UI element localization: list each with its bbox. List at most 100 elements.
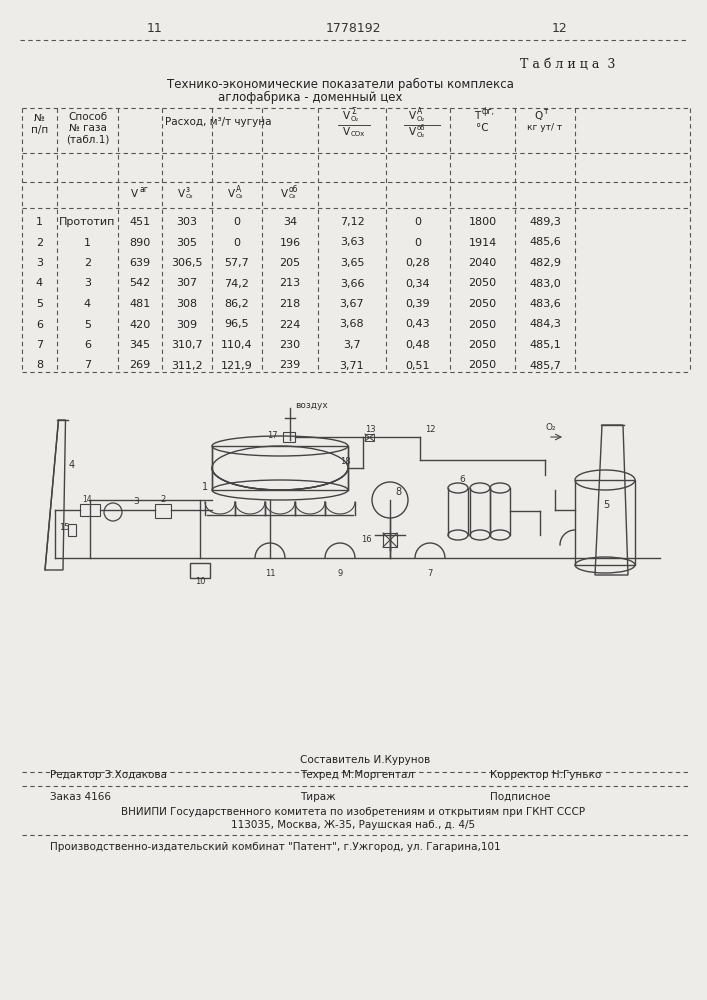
Text: 213: 213 [279, 278, 300, 288]
Text: № газа: № газа [69, 123, 107, 133]
Text: Подписное: Подписное [490, 792, 550, 802]
Text: 230: 230 [279, 340, 300, 350]
Text: 483,0: 483,0 [529, 278, 561, 288]
Text: 0,28: 0,28 [406, 258, 431, 268]
Text: 196: 196 [279, 237, 300, 247]
Text: T: T [474, 111, 481, 121]
Text: 7,12: 7,12 [339, 217, 364, 227]
Text: А: А [236, 184, 241, 194]
Bar [212, 446, 348, 490]
Text: 1800: 1800 [469, 217, 496, 227]
Text: 0: 0 [414, 237, 421, 247]
Text: 0: 0 [233, 217, 240, 227]
Text: 2: 2 [36, 237, 43, 247]
Text: ВНИИПИ Государственного комитета по изобретениям и открытиям при ГКНТ СССР: ВНИИПИ Государственного комитета по изоб… [121, 807, 585, 817]
Text: O₂: O₂ [351, 116, 359, 122]
Text: 482,9: 482,9 [529, 258, 561, 268]
Text: 6: 6 [84, 340, 91, 350]
Text: воздух: воздух [295, 400, 328, 410]
Text: Q: Q [534, 111, 543, 121]
Text: 8: 8 [395, 487, 401, 497]
Text: 3: 3 [36, 258, 43, 268]
Text: V: V [281, 189, 288, 199]
Text: фг,: фг, [481, 107, 494, 116]
Text: 110,4: 110,4 [221, 340, 253, 350]
Text: (табл.1): (табл.1) [66, 135, 109, 145]
Text: 1: 1 [84, 237, 91, 247]
Text: 224: 224 [279, 320, 300, 330]
Text: 6: 6 [459, 476, 465, 485]
Text: Составитель И.Курунов: Составитель И.Курунов [300, 755, 431, 765]
Text: 485,1: 485,1 [529, 340, 561, 350]
Text: 542: 542 [129, 278, 151, 288]
Text: O₂: O₂ [417, 132, 425, 138]
Text: 2040: 2040 [468, 258, 496, 268]
Text: 1: 1 [202, 482, 208, 492]
Text: 451: 451 [129, 217, 151, 227]
Text: 307: 307 [177, 278, 197, 288]
Text: 303: 303 [177, 217, 197, 227]
Text: 0,34: 0,34 [406, 278, 431, 288]
Text: 0,39: 0,39 [406, 299, 431, 309]
Text: 420: 420 [129, 320, 151, 330]
Text: 1914: 1914 [468, 237, 496, 247]
Text: 2: 2 [84, 258, 91, 268]
Text: 3,71: 3,71 [339, 360, 364, 370]
Text: 4: 4 [69, 460, 75, 470]
Text: 3,7: 3,7 [343, 340, 361, 350]
Text: Технико-экономические показатели работы комплекса: Технико-экономические показатели работы … [167, 77, 513, 91]
Text: т: т [544, 107, 549, 116]
Text: 113035, Москва, Ж-35, Раушская наб., д. 4/5: 113035, Москва, Ж-35, Раушская наб., д. … [231, 820, 475, 830]
Text: 1778192: 1778192 [325, 21, 381, 34]
Text: 17: 17 [267, 430, 278, 440]
Text: O₂: O₂ [545, 424, 556, 432]
Text: 5: 5 [603, 500, 609, 510]
Text: 16: 16 [361, 536, 372, 544]
Text: 0,48: 0,48 [406, 340, 431, 350]
Text: 485,6: 485,6 [529, 237, 561, 247]
Text: 3: 3 [84, 278, 91, 288]
Text: 5: 5 [36, 299, 43, 309]
Text: 121,9: 121,9 [221, 360, 253, 370]
Text: 4: 4 [36, 278, 43, 288]
Text: 9: 9 [337, 568, 343, 578]
Text: Тираж: Тираж [300, 792, 336, 802]
Text: 484,3: 484,3 [529, 320, 561, 330]
Bar [155, 504, 171, 518]
Text: 483,6: 483,6 [529, 299, 561, 309]
Text: 18: 18 [339, 458, 350, 466]
Text: 2050: 2050 [469, 278, 496, 288]
Text: 239: 239 [279, 360, 300, 370]
Text: 1: 1 [36, 217, 43, 227]
Text: 14: 14 [82, 495, 92, 504]
Text: V: V [409, 111, 416, 121]
Text: аг: аг [139, 186, 148, 194]
Text: 0: 0 [233, 237, 240, 247]
Bar [190, 563, 210, 578]
Text: Расход, м³/т чугуна: Расход, м³/т чугуна [165, 117, 271, 127]
Text: 269: 269 [129, 360, 151, 370]
Text: 2050: 2050 [469, 320, 496, 330]
Text: COx: COx [351, 131, 366, 137]
Text: кг ут/ т: кг ут/ т [527, 123, 563, 132]
Text: 3,66: 3,66 [340, 278, 364, 288]
Text: V: V [228, 189, 235, 199]
Text: 12: 12 [425, 426, 436, 434]
Text: 2050: 2050 [469, 299, 496, 309]
Text: з: з [186, 184, 190, 194]
Text: 485,7: 485,7 [529, 360, 561, 370]
Text: Редактор З.Ходакова: Редактор З.Ходакова [50, 770, 167, 780]
Text: V: V [131, 189, 138, 199]
Text: O₂: O₂ [236, 194, 243, 198]
Text: 308: 308 [177, 299, 197, 309]
Text: 3: 3 [133, 497, 139, 506]
Text: 10: 10 [194, 576, 205, 585]
Text: 96,5: 96,5 [225, 320, 250, 330]
Bar [575, 480, 635, 565]
Text: 3,68: 3,68 [339, 320, 364, 330]
Text: Техред М.Моргентал: Техред М.Моргентал [300, 770, 414, 780]
Text: 7: 7 [84, 360, 91, 370]
Text: Производственно-издательский комбинат "Патент", г.Ужгород, ул. Гагарина,101: Производственно-издательский комбинат "П… [50, 842, 501, 852]
Text: 890: 890 [129, 237, 151, 247]
Text: O₂: O₂ [417, 116, 425, 122]
